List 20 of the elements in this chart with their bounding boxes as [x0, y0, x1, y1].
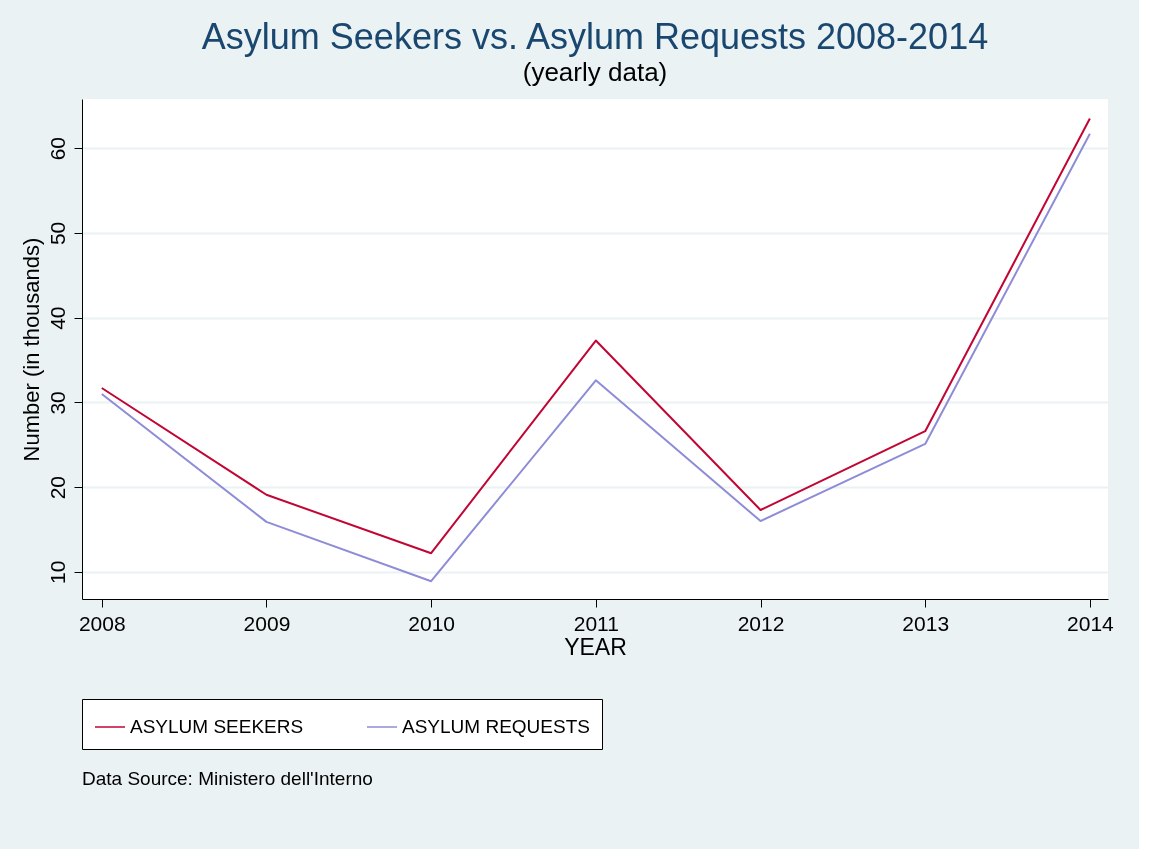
y-tick-label: 40: [45, 306, 69, 330]
chart-subtitle: (yearly data): [522, 57, 668, 87]
x-tick-label: 2013: [902, 611, 950, 635]
chart-title: Asylum Seekers vs. Asylum Requests 2008-2014: [201, 16, 989, 57]
x-axis-title: YEAR: [564, 633, 627, 660]
y-tick-label: 20: [45, 475, 69, 500]
x-tick-label: 2008: [78, 611, 126, 635]
y-tick-label: 10: [45, 560, 69, 585]
x-tick-label: 2012: [737, 611, 785, 635]
legend-label: ASYLUM SEEKERS: [130, 716, 304, 737]
x-tick-label: 2010: [408, 611, 455, 635]
y-tick-label: 60: [45, 136, 69, 161]
y-axis-title: Number (in thousands): [18, 237, 44, 462]
x-tick-label: 2009: [243, 611, 291, 635]
x-tick-label: 2011: [573, 611, 619, 635]
source-note: Data Source: Ministero dell'Interno: [82, 768, 373, 789]
legend-label: ASYLUM REQUESTS: [402, 716, 590, 737]
x-tick-label: 2014: [1067, 611, 1115, 635]
y-tick-label: 30: [45, 391, 69, 415]
y-tick-label: 50: [45, 221, 69, 246]
